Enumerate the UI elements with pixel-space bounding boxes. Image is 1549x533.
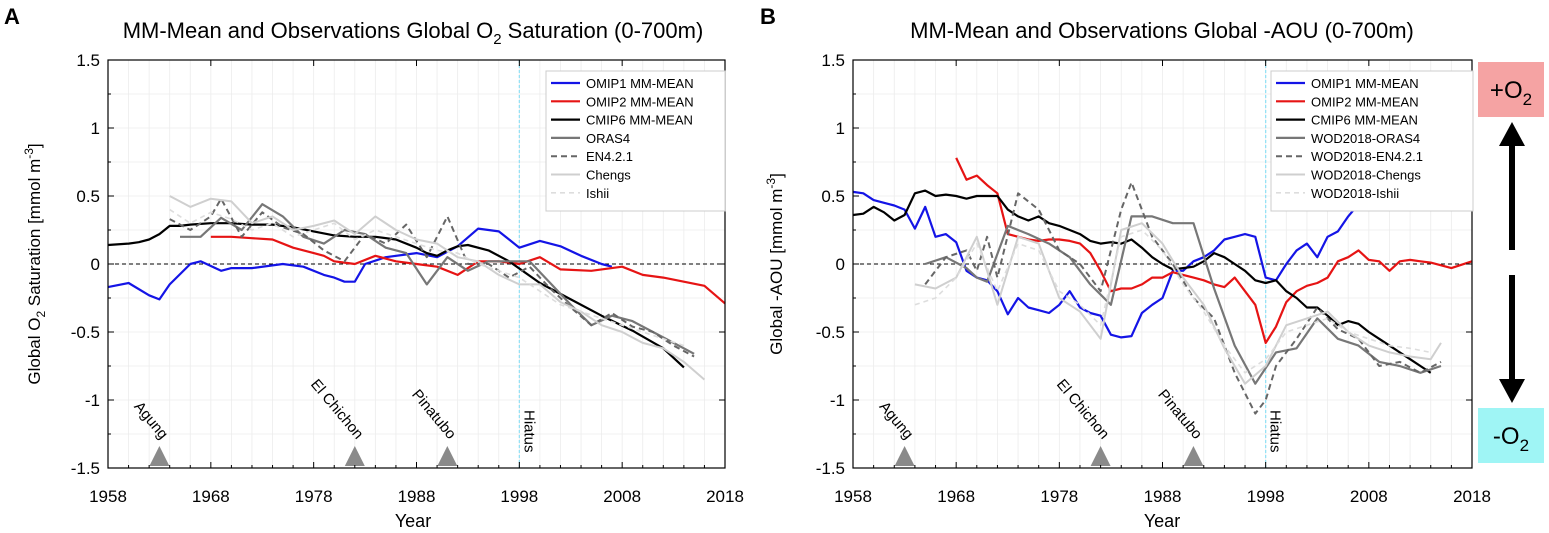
- eruption-marker-icon: [344, 446, 365, 466]
- up-arrow-icon: [1499, 122, 1525, 146]
- eruption-marker-icon: [149, 446, 170, 466]
- panel-b-xlabel: Year: [1144, 511, 1180, 531]
- legend-label: Chengs: [586, 168, 631, 183]
- x-tick-label: 1978: [295, 487, 333, 506]
- y-tick-label: -0.5: [816, 323, 845, 342]
- series-line: [107, 227, 613, 301]
- series-line: [210, 235, 726, 305]
- x-tick-label: 2008: [1350, 487, 1388, 506]
- panel-b-title: MM-Mean and Observations Global -AOU (0-…: [910, 18, 1414, 43]
- series-line: [107, 222, 685, 369]
- series-line: [914, 229, 1431, 374]
- legend-label: WOD2018-EN4.2.1: [1311, 149, 1423, 164]
- legend-box: [1270, 70, 1474, 212]
- panel-letter-b: B: [760, 4, 776, 29]
- x-tick-label: 1998: [1247, 487, 1285, 506]
- y-tick-label: -1.5: [816, 459, 845, 478]
- y-tick-label: -1: [830, 391, 845, 410]
- y-tick-label: 1: [836, 119, 845, 138]
- x-tick-label: 1988: [1144, 487, 1182, 506]
- panel-b: B MM-Mean and Observations Global -AOU (…: [760, 4, 1491, 531]
- legend-label: OMIP2 MM-MEAN: [1311, 94, 1419, 109]
- eruption-marker-icon: [1090, 446, 1111, 466]
- y-tick-label: -1: [85, 391, 100, 410]
- eruption-label: El Chichon: [307, 376, 367, 443]
- x-tick-label: 1978: [1040, 487, 1078, 506]
- x-tick-label: 2008: [603, 487, 641, 506]
- eruption-label: Agung: [130, 398, 171, 442]
- x-tick-label: 1968: [192, 487, 230, 506]
- series-line: [180, 203, 695, 355]
- plus-o2-label: +O2: [1490, 77, 1532, 109]
- y-tick-label: 1.5: [821, 51, 845, 70]
- minus-o2-box: [1478, 408, 1544, 463]
- series-line: [924, 181, 1442, 415]
- x-tick-label: 1958: [89, 487, 127, 506]
- eruption-label: El Chichon: [1053, 376, 1113, 443]
- legend-box: [545, 70, 726, 212]
- legend-label: OMIP1 MM-MEAN: [586, 76, 694, 91]
- hiatus-label: Hiatus: [1267, 410, 1284, 453]
- y-tick-label: 1: [91, 119, 100, 138]
- legend-label: WOD2018-Chengs: [1311, 168, 1421, 183]
- y-tick-label: 0: [836, 255, 845, 274]
- legend-label: EN4.2.1: [586, 149, 633, 164]
- minus-o2-label: -O2: [1493, 423, 1529, 455]
- legend: OMIP1 MM-MEAN OMIP2 MM-MEAN CMIP6 MM-MEAN W…: [1270, 70, 1474, 212]
- series-line: [955, 157, 1473, 344]
- panel-a-ylabel: Global O2 Saturation [mmol m-3]: [22, 143, 48, 384]
- plus-o2-box: [1478, 62, 1544, 117]
- x-tick-label: 1958: [834, 487, 872, 506]
- series-line: [914, 222, 1442, 385]
- y-tick-label: 1.5: [76, 51, 100, 70]
- series-line: [169, 195, 706, 381]
- x-tick-label: 1968: [937, 487, 975, 506]
- y-tick-label: 0: [91, 255, 100, 274]
- panel-b-ylabel: Global -AOU [mmol m-3]: [764, 173, 786, 355]
- legend-label: Ishii: [586, 186, 609, 201]
- series-line: [169, 208, 685, 347]
- legend-label: CMIP6 MM-MEAN: [1311, 113, 1418, 128]
- x-tick-label: 2018: [1453, 487, 1491, 506]
- panel-a-xlabel: Year: [395, 511, 431, 531]
- down-arrow-icon: [1499, 379, 1525, 403]
- panel-letter-a: A: [4, 4, 20, 29]
- eruption-marker-icon: [437, 446, 458, 466]
- legend-label: WOD2018-Ishii: [1311, 186, 1399, 201]
- legend-label: ORAS4: [586, 131, 630, 146]
- y-tick-label: 0.5: [76, 187, 100, 206]
- eruption-marker-icon: [894, 446, 915, 466]
- legend-label: OMIP2 MM-MEAN: [586, 94, 694, 109]
- legend-label: OMIP1 MM-MEAN: [1311, 76, 1419, 91]
- series-line: [169, 197, 695, 358]
- x-tick-label: 1998: [500, 487, 538, 506]
- x-tick-label: 1988: [398, 487, 436, 506]
- legend-label: WOD2018-ORAS4: [1311, 131, 1420, 146]
- eruption-marker-icon: [1183, 446, 1204, 466]
- oxygen-direction-annotation: +O2 -O2: [1478, 62, 1544, 463]
- legend-label: CMIP6 MM-MEAN: [586, 113, 693, 128]
- hiatus-label: Hiatus: [520, 410, 537, 453]
- panel-a: A MM-Mean and Observations Global O2 Sat…: [4, 4, 744, 531]
- y-tick-label: -1.5: [71, 459, 100, 478]
- eruption-label: Agung: [876, 398, 917, 442]
- panel-a-title: MM-Mean and Observations Global O2 Satur…: [123, 18, 704, 48]
- y-tick-label: 0.5: [821, 187, 845, 206]
- legend: OMIP1 MM-MEAN OMIP2 MM-MEAN CMIP6 MM-MEAN O…: [545, 70, 726, 212]
- x-tick-label: 2018: [706, 487, 744, 506]
- y-tick-label: -0.5: [71, 323, 100, 342]
